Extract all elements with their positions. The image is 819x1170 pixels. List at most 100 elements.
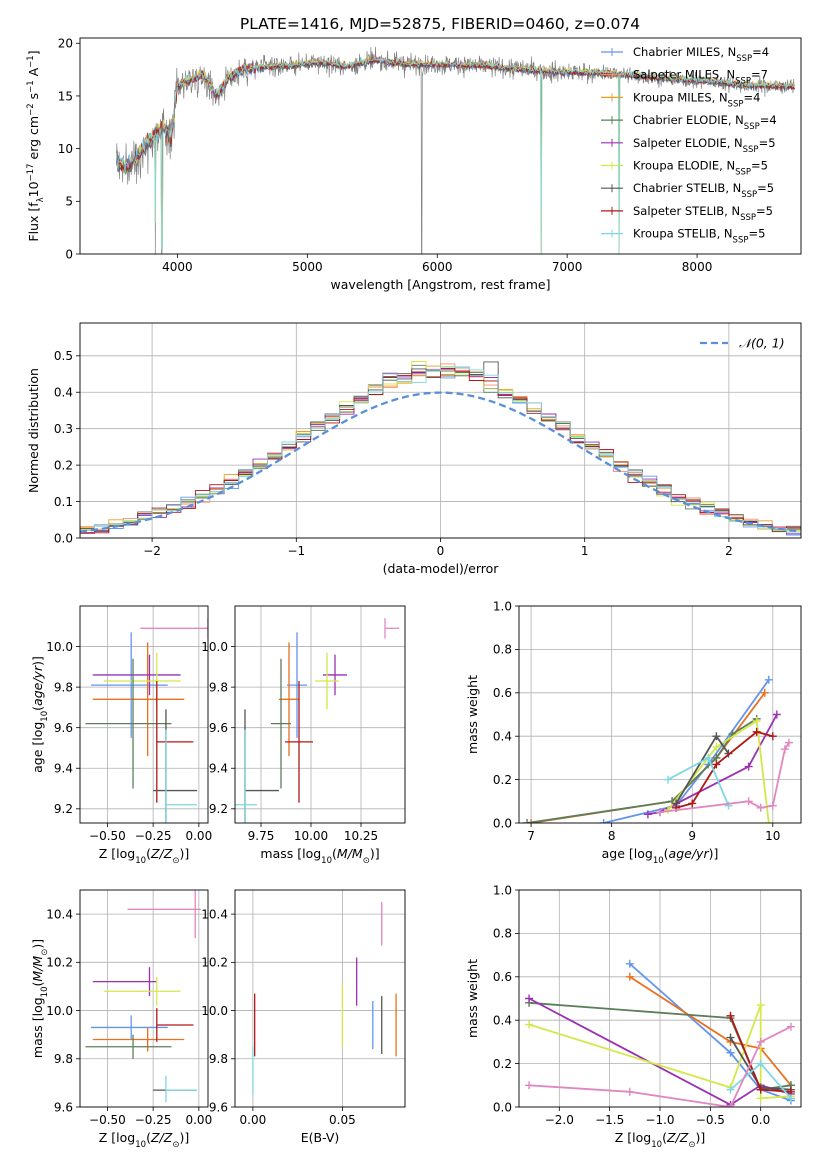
weight-marker xyxy=(726,1048,735,1057)
grid-lines xyxy=(519,605,801,824)
error-bar-point xyxy=(90,1015,168,1040)
x-tick-label: 0.00 xyxy=(185,829,212,843)
weight-line xyxy=(529,1025,792,1107)
axis-ticks: 0.00 0.05 9.6 9.8 10.0 10.2 10.4 xyxy=(201,907,355,1127)
error-bar-point xyxy=(235,729,257,823)
y-tick-label: 10 xyxy=(58,142,73,156)
y-tick-label: 0.6 xyxy=(493,970,512,984)
y-tick-label: 10.0 xyxy=(46,1004,73,1018)
weight-line xyxy=(667,719,770,823)
error-bar-point xyxy=(103,652,181,710)
x-tick-label: 8000 xyxy=(682,260,713,274)
error-bar-point xyxy=(165,1075,198,1103)
weight-marker xyxy=(756,1059,765,1068)
x-tick-label: −0.50 xyxy=(89,829,126,843)
grid-lines xyxy=(235,606,405,823)
plot-frame xyxy=(234,889,406,1108)
legend-entry: Kroupa MILES, NSSP=4 xyxy=(633,90,760,109)
axis-ticks: 4000 5000 6000 7000 8000 0 5 10 15 20 xyxy=(58,37,713,274)
weight-marker xyxy=(764,675,773,684)
y-tick-label: 0.6 xyxy=(493,686,512,700)
weight-marker xyxy=(704,753,713,762)
axis-ticks: −0.50 −0.25 0.00 9.2 9.4 9.6 9.8 10.0 xyxy=(46,640,212,843)
weight-marker xyxy=(768,732,777,741)
x-tick-label: 10.25 xyxy=(344,829,378,843)
x-tick-label: 9.75 xyxy=(248,829,275,843)
plot-frame xyxy=(79,322,802,539)
y-tick-label: 9.8 xyxy=(54,1052,73,1066)
weight-marker xyxy=(744,797,753,806)
y-tick-label: 0.5 xyxy=(54,349,73,363)
spectrum-legend: Chabrier MILES, NSSP=4 Salpeter MILES, NS… xyxy=(601,45,777,246)
plot-frame xyxy=(79,889,209,1108)
y-tick-label: 0.8 xyxy=(493,927,512,941)
x-tick-label: 7 xyxy=(527,829,535,843)
weight-marker xyxy=(786,1022,795,1031)
weight-marker xyxy=(525,994,534,1003)
weight-marker xyxy=(764,819,773,823)
y-tick-label: 9.2 xyxy=(209,802,228,816)
y-tick-label: 10.4 xyxy=(201,907,228,921)
x-tick-label: −0.25 xyxy=(135,829,172,843)
y-tick-label: 9.6 xyxy=(54,721,73,735)
plot-frame xyxy=(518,889,802,1108)
error-bar-point xyxy=(384,618,399,639)
y-tick-label: 9.8 xyxy=(209,680,228,694)
weight-line xyxy=(526,718,758,823)
axis-ticks: −2 −1 0 1 2 0.0 0.1 0.2 0.3 0.4 0.5 xyxy=(54,349,733,558)
y-axis-label: Flux [fλ10−17 erg cm−2 s−1 A−1] xyxy=(26,50,46,241)
y-tick-label: 0.3 xyxy=(54,422,73,436)
weight-line xyxy=(603,679,770,823)
weight-series xyxy=(525,1022,795,1107)
y-tick-label: 0.4 xyxy=(54,386,73,400)
y-tick-label: 9.4 xyxy=(54,762,73,776)
spectrum-panel: 4000 5000 6000 7000 8000 0 5 10 15 20 wavelength [… xyxy=(26,37,802,292)
weight-marker xyxy=(760,688,769,697)
y-tick-label: 9.8 xyxy=(209,1052,228,1066)
weight-marker xyxy=(780,745,789,754)
x-tick-label: 4000 xyxy=(162,260,193,274)
weight-marker xyxy=(756,1001,765,1010)
x-tick-label: 6000 xyxy=(422,260,453,274)
x-tick-label: 9 xyxy=(688,829,696,843)
y-axis-label: age [log10(age/yr)] xyxy=(30,656,50,773)
grid-lines xyxy=(235,890,405,1108)
y-tick-label: 0.2 xyxy=(493,773,512,787)
y-axis-label: mass [log10(M/M⊙)] xyxy=(30,939,50,1058)
error-bar-point xyxy=(127,890,201,939)
y-tick-label: 0.2 xyxy=(493,1057,512,1071)
y-tick-label: 10.0 xyxy=(201,1004,228,1018)
y-tick-label: 10.4 xyxy=(46,907,73,921)
weight-series xyxy=(726,1011,795,1096)
y-tick-label: 10.0 xyxy=(46,640,73,654)
weight-marker xyxy=(643,810,652,819)
y-tick-label: 0.8 xyxy=(493,643,512,657)
y-tick-label: 9.8 xyxy=(54,680,73,694)
normal-reference-curve xyxy=(80,391,799,533)
error-bars xyxy=(252,902,397,1095)
weight-line xyxy=(647,714,778,816)
histograms xyxy=(80,361,801,537)
axis-ticks: 7 8 9 10 0.0 0.2 0.4 0.6 0.8 1.0 xyxy=(493,599,781,843)
weight-series xyxy=(672,727,777,812)
x-tick-label: 0.0 xyxy=(751,1113,770,1127)
weight-marker xyxy=(752,717,761,726)
x-axis-label: E(B-V) xyxy=(301,1130,340,1145)
x-tick-label: −1.0 xyxy=(645,1113,674,1127)
weight-marker xyxy=(756,1094,765,1103)
x-tick-label: 10.00 xyxy=(294,829,328,843)
x-tick-label: 10 xyxy=(765,829,780,843)
error-bar-point xyxy=(85,658,172,789)
error-bar-point xyxy=(156,1008,194,1042)
y-tick-label: 15 xyxy=(58,89,73,103)
x-tick-label: −0.25 xyxy=(135,1113,172,1127)
weight-marker xyxy=(599,819,608,823)
y-tick-label: 0.0 xyxy=(493,1100,512,1114)
mass-vs-ebv-panel: 0.00 0.05 9.6 9.8 10.0 10.2 10.4 E(B-V) xyxy=(201,889,406,1145)
weight-marker xyxy=(527,819,536,823)
axis-ticks: −0.50 −0.25 0.00 9.6 9.8 10.0 10.2 10.4 xyxy=(46,907,212,1127)
x-tick-label: −1 xyxy=(287,544,305,558)
grid-lines xyxy=(80,890,208,1108)
error-bar-point xyxy=(285,681,313,803)
